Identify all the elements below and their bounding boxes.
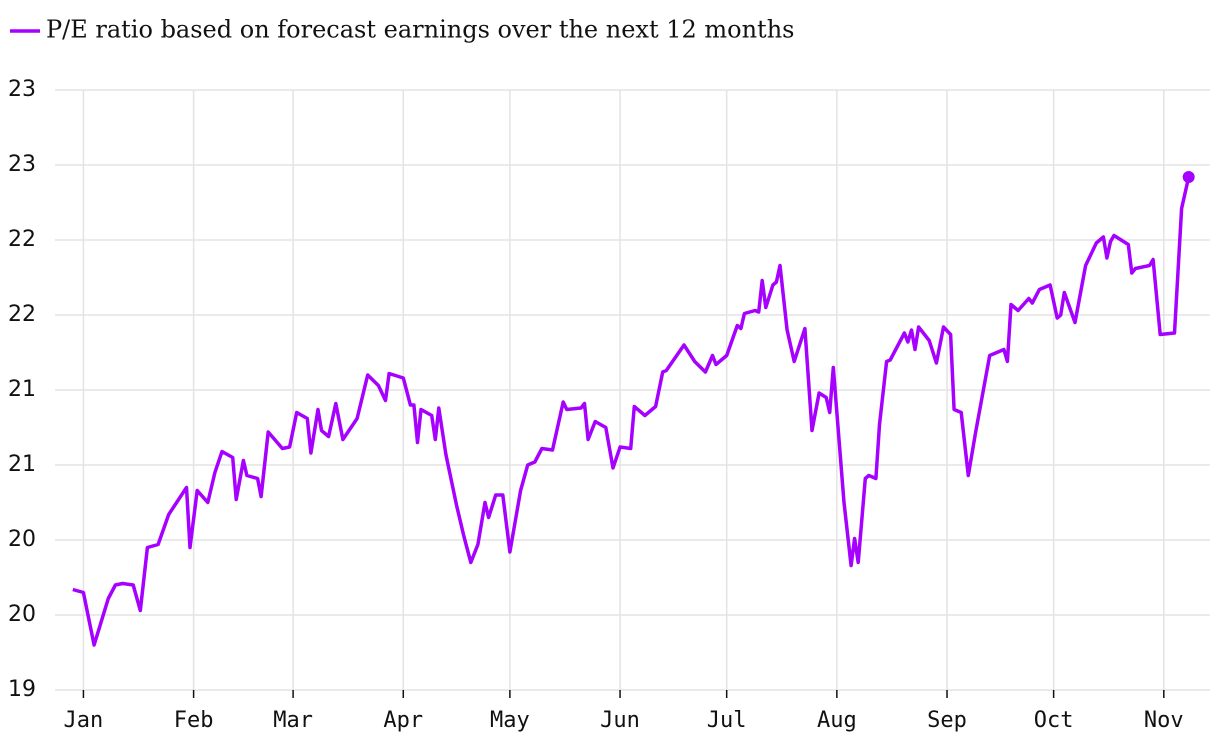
y-tick-label: 23 [8, 77, 36, 102]
x-tick-label: Nov [1144, 708, 1184, 733]
y-tick-label: 22 [8, 227, 36, 252]
y-tick-label: 22 [8, 302, 36, 327]
series-line [72, 176, 1191, 647]
x-tick-label: Jun [600, 708, 640, 733]
x-tick-label: Oct [1034, 708, 1074, 733]
x-tick-label: Apr [383, 708, 423, 733]
y-tick-label: 21 [8, 377, 36, 402]
x-tick-label: Jul [707, 708, 747, 733]
y-tick-label: 19 [8, 677, 36, 702]
x-tick-label: Feb [174, 708, 214, 733]
x-tick-label: Mar [273, 708, 313, 733]
x-tick-label: Aug [817, 708, 857, 733]
x-tick-label: Sep [927, 708, 967, 733]
end-dot [1182, 171, 1195, 183]
x-tick-label: Jan [64, 708, 104, 733]
y-tick-label: 20 [8, 527, 36, 552]
y-tick-label: 23 [8, 152, 36, 177]
y-tick-label: 20 [8, 602, 36, 627]
legend-label: P/E ratio based on forecast earnings ove… [46, 16, 794, 44]
y-tick-label: 21 [8, 452, 36, 477]
x-tick-label: May [490, 708, 530, 733]
